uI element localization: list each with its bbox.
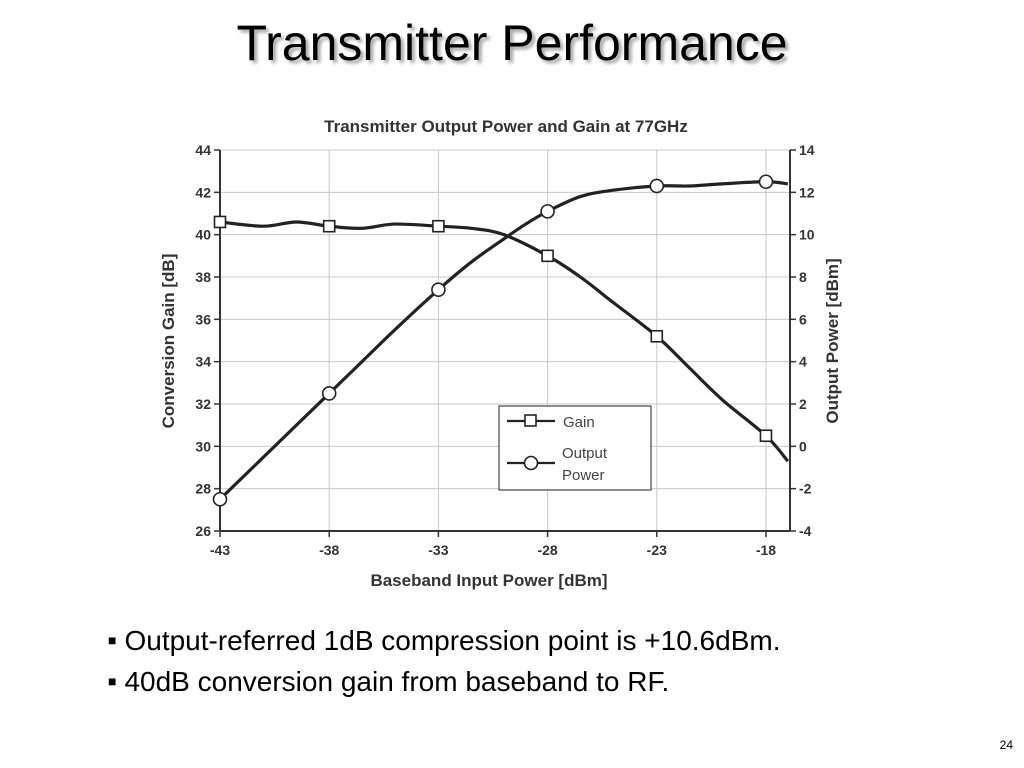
- x-tick-label: -18: [756, 542, 776, 558]
- y-left-tick-label: 42: [195, 184, 211, 200]
- legend-gain-marker: [524, 414, 537, 427]
- bullet-list: ■ Output-referred 1dB compression point i…: [108, 620, 780, 702]
- gain-data-point: [650, 329, 664, 343]
- series: [212, 174, 790, 507]
- gain-data-point: [541, 249, 554, 263]
- output-power-data-point: [540, 204, 555, 219]
- y-right-tick-label: 14: [799, 142, 815, 158]
- gain-series-line: [219, 220, 790, 463]
- y-left-tick-label: 32: [195, 396, 211, 412]
- y-left-tick-label: 36: [195, 311, 211, 327]
- y-axis-label-right: Output Power [dBm]: [823, 258, 842, 423]
- output-power-data-point: [431, 282, 446, 297]
- legend-output-power-marker: [523, 455, 539, 471]
- y-right-tick-label: 0: [799, 438, 807, 454]
- bullet-marker: ■: [108, 632, 117, 648]
- page-number: 24: [999, 738, 1013, 752]
- y-left-tick-label: 28: [195, 481, 211, 497]
- x-axis-label: Baseband Input Power [dBm]: [370, 571, 607, 590]
- x-tick-label: -33: [428, 542, 448, 558]
- x-tick-label: -28: [537, 542, 557, 558]
- y-right-tick-label: 10: [799, 227, 815, 243]
- output-power-data-point: [649, 178, 665, 194]
- x-tick-label: -38: [319, 542, 339, 558]
- bullet-marker: ■: [108, 673, 117, 689]
- x-tick-label: -43: [210, 542, 230, 558]
- bullet-item: ■ Output-referred 1dB compression point i…: [108, 620, 780, 661]
- legend-output-power-label: Output Power: [562, 445, 611, 484]
- y-right-tick-label: 2: [799, 396, 807, 412]
- legend: Gain Output Power: [498, 405, 652, 491]
- chart: Transmitter Output Power and Gain at 77G…: [159, 117, 842, 590]
- gain-data-point: [322, 219, 336, 233]
- y-right-tick-label: -2: [799, 481, 812, 497]
- slide-title: Transmitter Performance: [236, 15, 788, 71]
- bullet-item: ■ 40dB conversion gain from baseband to R…: [108, 661, 780, 702]
- output-power-data-point: [212, 491, 228, 507]
- output-power-data-point: [321, 386, 337, 401]
- y-right-tick-label: 8: [799, 269, 807, 285]
- axes: 26 28 30 32 34 36 38 40 42 44 -4 -2 0 2 4 6 8 10 12 14 -43 -3…: [195, 142, 814, 558]
- legend-gain-label: Gain: [563, 414, 595, 431]
- y-left-tick-label: 34: [195, 354, 211, 370]
- x-tick-label: -23: [647, 542, 667, 558]
- y-right-tick-label: 4: [799, 354, 807, 370]
- gain-data-point: [759, 429, 773, 443]
- gain-data-point: [213, 215, 227, 229]
- chart-title: Transmitter Output Power and Gain at 77G…: [324, 117, 688, 136]
- gain-data-point: [432, 219, 445, 233]
- y-right-tick-label: 12: [799, 184, 815, 200]
- output-power-data-point: [758, 174, 774, 190]
- y-left-tick-label: 30: [195, 438, 211, 454]
- bullet-text: Output-referred 1dB compression point is…: [124, 625, 781, 656]
- y-left-tick-label: 38: [195, 269, 211, 285]
- y-left-tick-label: 40: [195, 227, 211, 243]
- y-left-tick-label: 26: [195, 523, 211, 539]
- y-right-tick-label: -4: [799, 523, 812, 539]
- y-axis-label-left: Conversion Gain [dB]: [159, 254, 178, 429]
- plot-clip-group: [212, 174, 790, 507]
- bullet-text: 40dB conversion gain from baseband to RF…: [124, 666, 670, 697]
- y-right-tick-label: 6: [799, 311, 807, 327]
- y-left-tick-label: 44: [195, 142, 211, 158]
